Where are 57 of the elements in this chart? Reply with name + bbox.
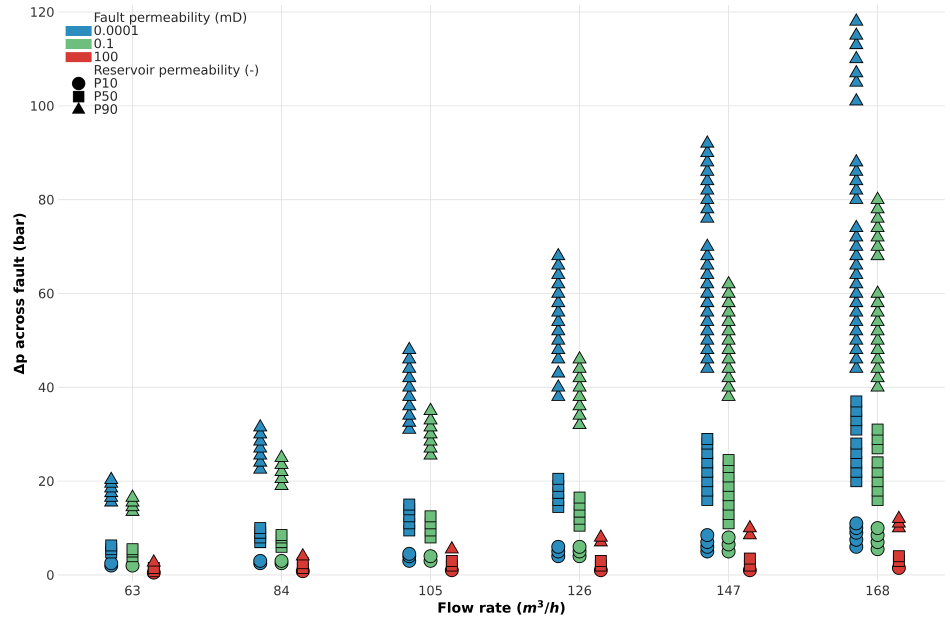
y-tick-label: 80 bbox=[38, 194, 54, 205]
x-tick-label: 105 bbox=[420, 586, 442, 596]
x-tick-label: 147 bbox=[718, 586, 740, 595]
legend-label: P10 bbox=[94, 78, 118, 88]
x-tick-label: 168 bbox=[866, 586, 890, 596]
point bbox=[872, 456, 884, 468]
x-tick-label: 126 bbox=[568, 586, 592, 596]
legend-label: 0.0001 bbox=[94, 25, 138, 36]
point bbox=[552, 472, 564, 485]
point bbox=[701, 432, 714, 445]
x-tick-label: 63 bbox=[125, 586, 140, 596]
point bbox=[572, 351, 587, 364]
point bbox=[870, 192, 885, 204]
y-tick-label: 120 bbox=[31, 7, 54, 17]
point bbox=[424, 510, 436, 522]
x-tick-label: 84 bbox=[274, 586, 290, 596]
legend-label: 0.1 bbox=[94, 38, 114, 48]
point bbox=[551, 540, 566, 554]
point bbox=[700, 528, 714, 542]
x-axis-title: Flow rate (m$^{3}$/h) bbox=[438, 600, 565, 614]
point bbox=[572, 540, 587, 554]
legend-title: Fault permeability (mD) bbox=[94, 12, 246, 25]
legend-label: P90 bbox=[94, 104, 118, 114]
point bbox=[254, 522, 266, 534]
text: Reservoir permeability (-) bbox=[94, 64, 258, 78]
point bbox=[105, 539, 118, 552]
y-tick-label: 40 bbox=[38, 382, 54, 392]
legend-label: 100 bbox=[95, 52, 118, 62]
point bbox=[722, 454, 735, 466]
point bbox=[446, 554, 458, 567]
point bbox=[870, 521, 885, 535]
point bbox=[722, 530, 736, 544]
point bbox=[274, 554, 288, 568]
point bbox=[850, 395, 862, 408]
point bbox=[594, 554, 607, 567]
y-tick-label: 60 bbox=[38, 288, 54, 298]
point bbox=[424, 402, 438, 415]
point bbox=[424, 549, 438, 564]
point bbox=[849, 516, 864, 530]
point bbox=[253, 554, 268, 568]
point bbox=[872, 424, 884, 436]
y-tick-label: 0 bbox=[47, 570, 54, 580]
point bbox=[744, 552, 756, 564]
y-tick-label: 100 bbox=[31, 100, 54, 111]
point bbox=[870, 286, 885, 298]
point bbox=[126, 490, 140, 502]
point bbox=[722, 276, 736, 288]
y-axis-title: Δp across fault (bar) bbox=[13, 214, 27, 374]
point bbox=[274, 450, 288, 462]
legend-label: P50 bbox=[94, 91, 118, 101]
point bbox=[574, 492, 586, 504]
point bbox=[403, 498, 416, 511]
point bbox=[402, 546, 416, 561]
point bbox=[892, 550, 905, 562]
y-tick-label: 20 bbox=[38, 476, 54, 486]
point bbox=[850, 438, 862, 450]
point bbox=[126, 543, 138, 556]
